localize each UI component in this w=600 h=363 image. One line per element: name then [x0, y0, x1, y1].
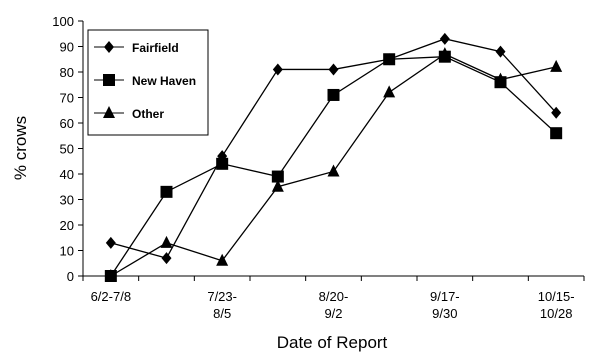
y-tick-label: 80	[60, 65, 74, 80]
y-axis-label: % crows	[11, 116, 30, 180]
data-point	[550, 127, 563, 140]
data-point	[551, 106, 562, 119]
x-tick-label: 9/17-9/30	[430, 289, 460, 321]
legend-marker	[104, 41, 114, 53]
y-tick-label: 90	[60, 40, 74, 55]
data-point	[327, 88, 340, 101]
data-point	[271, 179, 284, 192]
data-point	[495, 45, 506, 58]
data-point	[216, 157, 229, 170]
data-point	[271, 170, 284, 183]
data-point	[438, 47, 451, 60]
data-point	[327, 164, 340, 177]
legend-label: Fairfield	[132, 41, 179, 55]
data-point	[160, 185, 173, 198]
y-tick-label: 60	[60, 116, 74, 131]
legend-label: Other	[132, 107, 164, 121]
y-tick-label: 70	[60, 91, 74, 106]
x-axis-label: Date of Report	[277, 333, 388, 352]
y-tick-label: 10	[60, 244, 74, 259]
y-tick-label: 0	[67, 269, 74, 284]
data-point	[160, 235, 173, 248]
data-point	[272, 63, 283, 76]
x-tick-label: 8/20-9/2	[319, 289, 349, 321]
data-point	[383, 53, 396, 66]
y-tick-label: 30	[60, 193, 74, 208]
data-point	[105, 236, 116, 249]
y-tick-label: 50	[60, 142, 74, 157]
y-tick-label: 20	[60, 218, 74, 233]
data-point	[161, 252, 172, 265]
legend-marker	[103, 74, 115, 86]
data-point	[216, 253, 229, 266]
y-tick-label: 40	[60, 167, 74, 182]
data-point	[550, 59, 563, 72]
data-point	[104, 269, 117, 281]
data-point	[383, 85, 396, 98]
x-tick-label: 10/15-10/28	[538, 289, 575, 321]
y-tick-label: 100	[52, 14, 74, 29]
data-point	[494, 72, 507, 85]
data-point	[328, 63, 339, 76]
x-tick-label: 6/2-7/8	[91, 289, 131, 304]
legend-label: New Haven	[132, 74, 196, 88]
x-tick-label: 7/23-8/5	[207, 289, 237, 321]
legend-marker	[103, 106, 115, 118]
data-point	[439, 32, 450, 45]
